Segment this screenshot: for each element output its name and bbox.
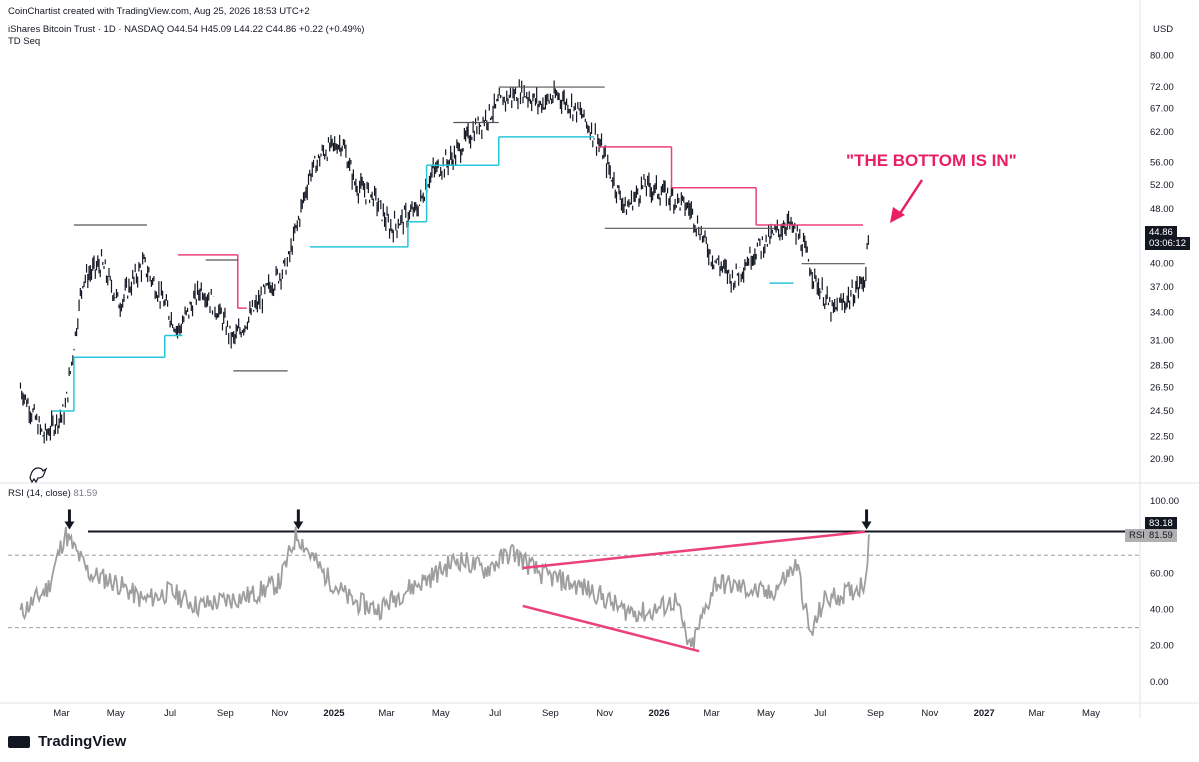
time-tick-13: May xyxy=(757,708,775,719)
price-tick-1: 72.00 xyxy=(1150,82,1174,93)
time-tick-16: Nov xyxy=(921,708,938,719)
rsi-tag: RSI xyxy=(1125,529,1149,542)
price-tick-5: 52.00 xyxy=(1150,180,1174,191)
annotation-arrow-shaft xyxy=(895,179,924,219)
chart-credit: CoinChartist created with TradingView.co… xyxy=(8,6,310,17)
time-tick-14: Jul xyxy=(814,708,826,719)
symbol-line: iShares Bitcoin Trust · 1D · NASDAQ O44.… xyxy=(8,24,365,35)
price-tick-12: 28.50 xyxy=(1150,361,1174,372)
price-tick-0: 80.00 xyxy=(1150,50,1174,61)
rsi-tick-6: 0.00 xyxy=(1150,677,1169,688)
indicator-label: TD Seq xyxy=(8,36,41,47)
time-tick-4: Nov xyxy=(271,708,288,719)
price-tick-6: 48.00 xyxy=(1150,204,1174,215)
time-tick-3: Sep xyxy=(217,708,234,719)
price-tick-10: 34.00 xyxy=(1150,308,1174,319)
price-tick-3: 62.00 xyxy=(1150,127,1174,138)
rsi-value: 81.59 xyxy=(73,488,98,499)
currency-label: USD xyxy=(1153,24,1174,35)
rsi-line xyxy=(19,526,871,650)
bottom-annotation: "THE BOTTOM IS IN" xyxy=(846,151,1017,170)
rsi-divergence-upper xyxy=(522,530,865,570)
rsi-level-badge: 83.18 xyxy=(1145,517,1177,530)
annotation-arrow-head xyxy=(890,207,905,223)
rsi-arrow-head-2 xyxy=(861,521,872,530)
rsi-tick-3: 60.00 xyxy=(1150,568,1174,579)
rsi-value-badge: 81.59 xyxy=(1145,529,1177,542)
rsi-arrow-head-0 xyxy=(64,521,75,530)
price-tick-11: 31.00 xyxy=(1150,335,1174,346)
price-tick-4: 56.00 xyxy=(1150,158,1174,169)
rsi-header: RSI (14, close) 81.59 xyxy=(8,488,97,499)
dino-icon xyxy=(29,467,48,484)
time-tick-5: 2025 xyxy=(323,708,345,719)
time-tick-15: Sep xyxy=(867,708,884,719)
time-tick-0: Mar xyxy=(53,708,69,719)
time-tick-10: Nov xyxy=(596,708,613,719)
time-tick-7: May xyxy=(432,708,450,719)
rsi-tick-5: 20.00 xyxy=(1150,641,1174,652)
rsi-divergence-lower xyxy=(522,604,700,653)
time-tick-1: May xyxy=(107,708,125,719)
countdown-badge: 03:06:12 xyxy=(1145,237,1190,250)
rsi-tick-0: 100.00 xyxy=(1150,496,1179,507)
last-price-badge: 44.86 xyxy=(1145,226,1177,239)
time-tick-17: 2027 xyxy=(974,708,995,719)
price-tick-8: 40.00 xyxy=(1150,259,1174,270)
tv-brand: TradingView xyxy=(38,733,127,750)
time-tick-19: May xyxy=(1082,708,1100,719)
price-tick-16: 20.90 xyxy=(1150,454,1174,465)
time-tick-12: Mar xyxy=(703,708,719,719)
tradingview-logo[interactable]: TradingView xyxy=(8,733,126,750)
price-tick-14: 24.50 xyxy=(1150,406,1174,417)
price-tick-9: 37.00 xyxy=(1150,282,1174,293)
time-tick-2: Jul xyxy=(164,708,176,719)
time-tick-9: Sep xyxy=(542,708,559,719)
rsi-arrow-head-1 xyxy=(293,521,304,530)
time-tick-8: Jul xyxy=(489,708,501,719)
time-tick-6: Mar xyxy=(378,708,394,719)
price-tick-15: 22.50 xyxy=(1150,432,1174,443)
rsi-name: RSI (14, close) xyxy=(8,488,71,499)
rsi-tick-4: 40.00 xyxy=(1150,605,1174,616)
price-tick-13: 26.50 xyxy=(1150,382,1174,393)
time-tick-11: 2026 xyxy=(648,708,669,719)
price-tick-2: 67.00 xyxy=(1150,104,1174,115)
tv-logo-icon xyxy=(8,736,30,749)
time-tick-18: Mar xyxy=(1028,708,1044,719)
